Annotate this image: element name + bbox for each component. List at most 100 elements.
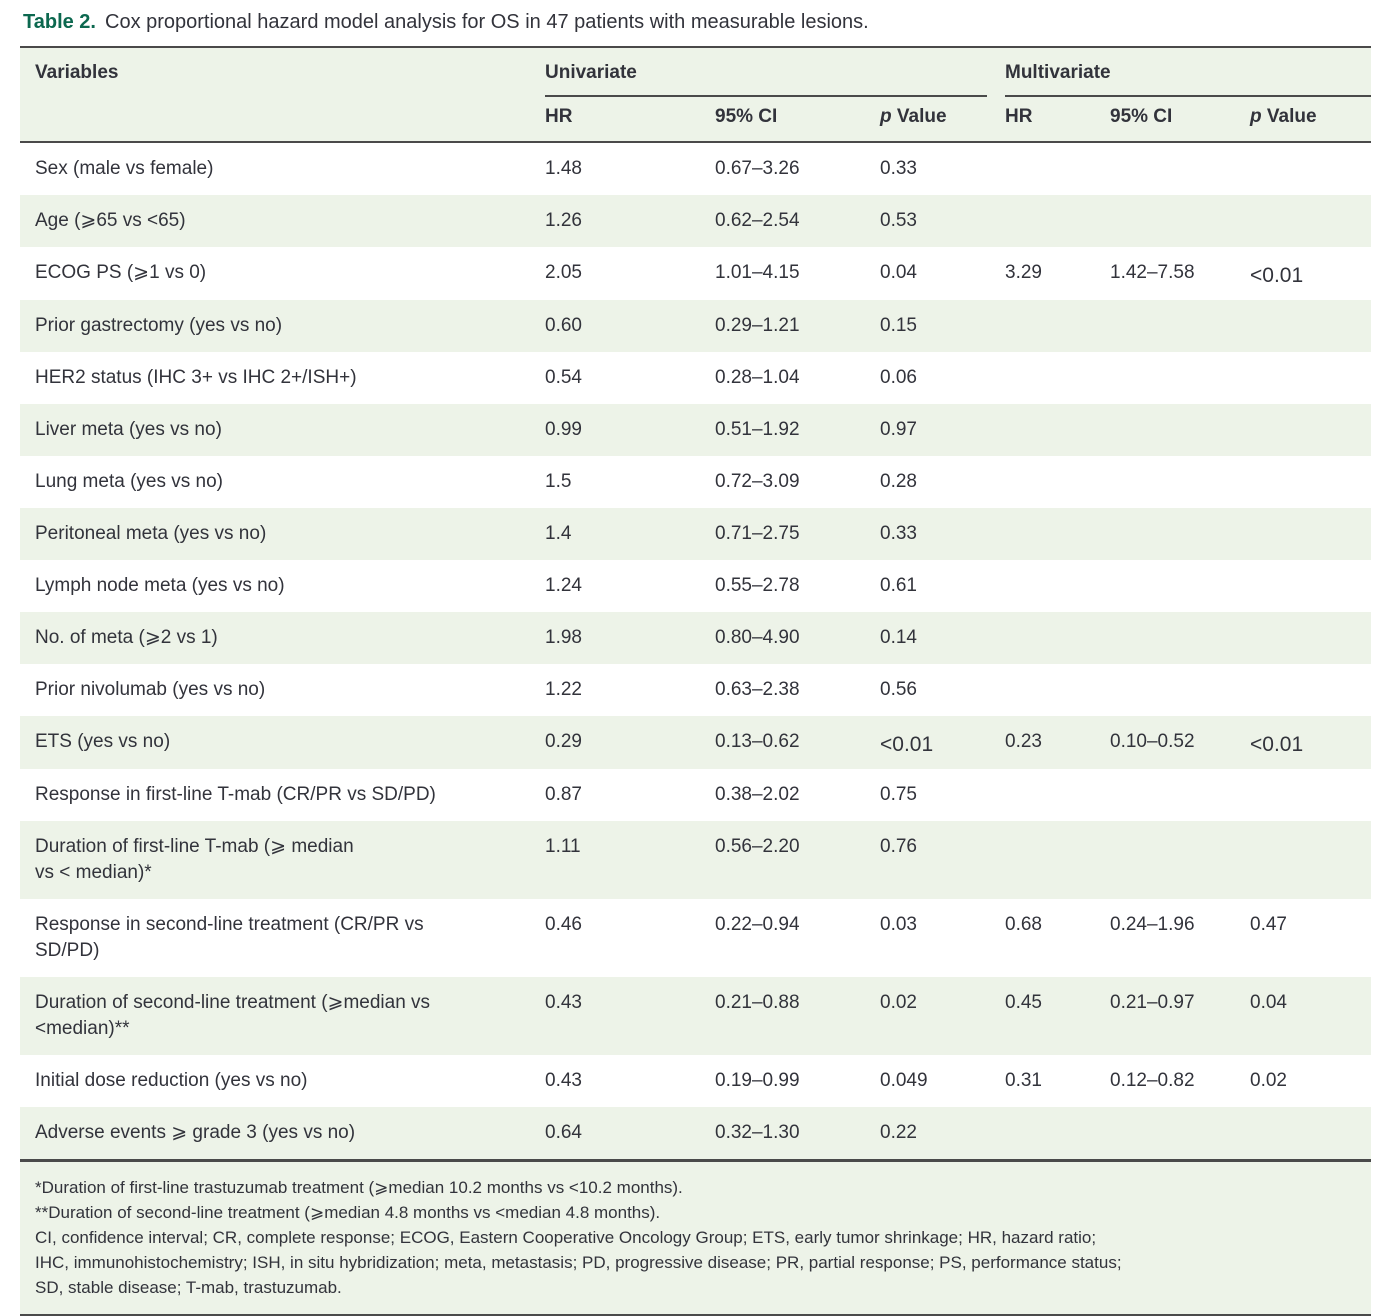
table-caption: Cox proportional hazard model analysis f… [105,11,869,33]
uni-ci-cell: 0.19–0.99 [715,1055,880,1107]
multi-hr-cell [1005,195,1110,247]
footnote-second-line-duration: **Duration of second-line treatment (⩾me… [35,1203,661,1222]
uni-p-cell: 0.06 [880,352,1005,404]
multi-hr-cell [1005,508,1110,560]
multi-hr-cell: 0.68 [1005,899,1110,977]
uni-ci-cell: 0.80–4.90 [715,612,880,664]
multi-hr-cell [1005,456,1110,508]
uni-p-cell: 0.04 [880,247,1005,300]
multi-p-cell [1250,142,1372,195]
multi-ci-cell [1110,560,1250,612]
multi-hr-cell [1005,560,1110,612]
multi-p-cell [1250,821,1372,899]
uni-p-cell: 0.97 [880,404,1005,456]
p-value-rest: Value [891,106,947,127]
uni-hr-cell: 0.60 [545,300,715,352]
uni-p-cell: 0.22 [880,1107,1005,1161]
uni-p-cell: 0.03 [880,899,1005,977]
table-row-age: Age (⩾65 vs <65) 1.26 0.62–2.54 0.53 [20,195,1372,247]
multi-p-cell [1250,195,1372,247]
multi-ci-cell: 0.12–0.82 [1110,1055,1250,1107]
uni-ci-cell: 0.62–2.54 [715,195,880,247]
table-row-liver-meta: Liver meta (yes vs no) 0.99 0.51–1.92 0.… [20,404,1372,456]
uni-hr-cell: 1.98 [545,612,715,664]
table-row-adverse-events: Adverse events ⩾ grade 3 (yes vs no) 0.6… [20,1107,1372,1161]
multi-hr-cell [1005,769,1110,821]
uni-p-cell: 0.61 [880,560,1005,612]
univariate-label: Univariate [545,62,637,83]
uni-hr-cell: 0.46 [545,899,715,977]
variable-cell: Response in second-line treatment (CR/PR… [20,899,545,977]
multi-hr-cell [1005,300,1110,352]
uni-p-cell: 0.75 [880,769,1005,821]
col-header-multi-ci: 95% CI [1110,97,1250,143]
uni-ci-cell: 0.56–2.20 [715,821,880,899]
uni-hr-cell: 1.5 [545,456,715,508]
table-row-lung-meta: Lung meta (yes vs no) 1.5 0.72–3.09 0.28 [20,456,1372,508]
multi-hr-cell: 0.23 [1005,716,1110,769]
uni-hr-cell: 0.43 [545,977,715,1055]
multi-ci-cell [1110,664,1250,716]
multi-p-cell [1250,560,1372,612]
variable-cell: Adverse events ⩾ grade 3 (yes vs no) [20,1107,545,1161]
uni-ci-cell: 0.32–1.30 [715,1107,880,1161]
multi-p-cell [1250,1107,1372,1161]
uni-ci-cell: 1.01–4.15 [715,247,880,300]
p-value-rest: Value [1261,106,1317,127]
document-page: Table 2. Cox proportional hazard model an… [0,9,1391,1316]
multi-p-cell [1250,404,1372,456]
uni-ci-cell: 0.63–2.38 [715,664,880,716]
footnote-abbreviations-1: CI, confidence interval; CR, complete re… [35,1228,1097,1247]
variable-cell: ETS (yes vs no) [20,716,545,769]
variable-cell: ECOG PS (⩾1 vs 0) [20,247,545,300]
p-less-than-value: <0.01 [1250,264,1304,287]
col-header-multi-pvalue: p Value [1250,97,1372,143]
p-less-than-value: <0.01 [880,733,934,756]
col-group-multivariate: Multivariate [1005,47,1372,97]
uni-hr-cell: 0.43 [545,1055,715,1107]
multi-hr-cell: 3.29 [1005,247,1110,300]
uni-p-cell: 0.56 [880,664,1005,716]
multi-p-cell [1250,508,1372,560]
multi-hr-cell [1005,1107,1110,1161]
multi-p-cell [1250,352,1372,404]
uni-p-cell: 0.14 [880,612,1005,664]
multi-hr-cell [1005,142,1110,195]
variable-cell: Initial dose reduction (yes vs no) [20,1055,545,1107]
uni-p-cell: 0.049 [880,1055,1005,1107]
multi-p-cell [1250,769,1372,821]
uni-p-cell: 0.76 [880,821,1005,899]
variable-cell: Lung meta (yes vs no) [20,456,545,508]
col-group-univariate: Univariate [545,47,1005,97]
multi-ci-cell [1110,821,1250,899]
multi-ci-cell [1110,142,1250,195]
multi-ci-cell [1110,352,1250,404]
variable-cell: No. of meta (⩾2 vs 1) [20,612,545,664]
uni-ci-cell: 0.55–2.78 [715,560,880,612]
uni-ci-cell: 0.51–1.92 [715,404,880,456]
table-row-sex: Sex (male vs female) 1.48 0.67–3.26 0.33 [20,142,1372,195]
multi-ci-cell [1110,404,1250,456]
col-header-uni-ci: 95% CI [715,97,880,143]
uni-p-cell: <0.01 [880,716,1005,769]
variable-cell: Lymph node meta (yes vs no) [20,560,545,612]
uni-ci-cell: 0.38–2.02 [715,769,880,821]
multi-hr-cell: 0.31 [1005,1055,1110,1107]
multi-p-cell [1250,612,1372,664]
uni-hr-cell: 0.64 [545,1107,715,1161]
footnotes: *Duration of first-line trastuzumab trea… [20,1162,1371,1316]
uni-p-cell: 0.33 [880,508,1005,560]
footnote-abbreviations-3: SD, stable disease; T-mab, trastuzumab. [35,1278,342,1297]
uni-hr-cell: 1.4 [545,508,715,560]
variable-cell: Liver meta (yes vs no) [20,404,545,456]
uni-p-cell: 0.15 [880,300,1005,352]
col-header-uni-pvalue: p Value [880,97,1005,143]
multi-ci-cell [1110,508,1250,560]
multi-hr-cell: 0.45 [1005,977,1110,1055]
multivariate-label: Multivariate [1005,62,1111,83]
variable-cell: Prior nivolumab (yes vs no) [20,664,545,716]
uni-ci-cell: 0.72–3.09 [715,456,880,508]
uni-p-cell: 0.02 [880,977,1005,1055]
table-row-response-second-line: Response in second-line treatment (CR/PR… [20,899,1372,977]
multi-hr-cell [1005,612,1110,664]
